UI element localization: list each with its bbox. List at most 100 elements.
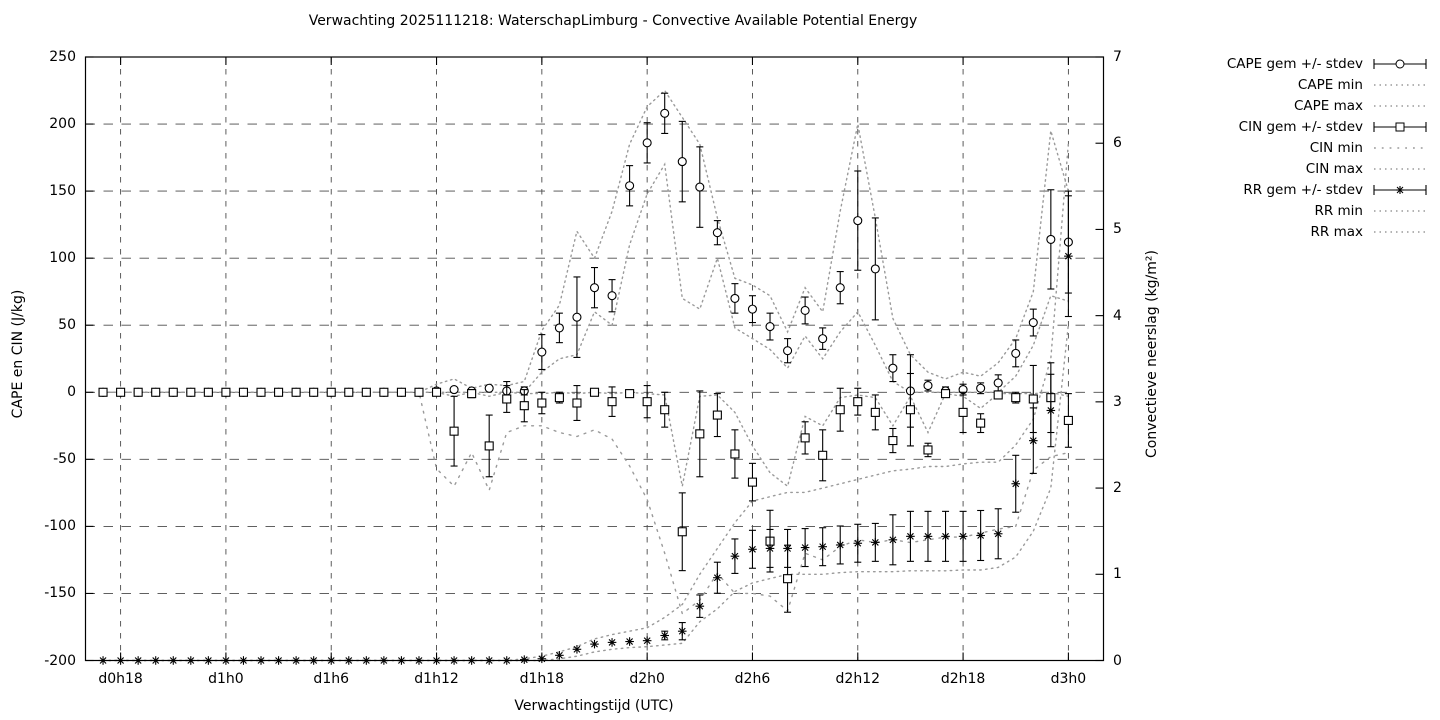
legend-key-square-icon (1373, 121, 1427, 132)
rr-marker (555, 651, 563, 659)
rr-marker (854, 539, 862, 547)
cape-marker (537, 347, 547, 357)
chart-title: Verwachting 2025111218: WaterschapLimbur… (308, 13, 918, 29)
cin-marker (133, 387, 143, 397)
cin-marker (502, 394, 512, 404)
cin-marker (1028, 394, 1038, 404)
cin-marker (572, 398, 582, 408)
legend-label: RR min (1314, 202, 1363, 219)
rr-marker (1029, 437, 1037, 445)
y-right-tick-label: 7 (1113, 49, 1122, 65)
rr-marker (573, 645, 581, 653)
y-left-tick-label: 0 (67, 384, 76, 401)
x-tick-label: d2h0 (629, 671, 665, 687)
legend-key-dotted-line-icon (1374, 104, 1426, 107)
cape-marker (993, 378, 1003, 388)
y-left-tick-label: 250 (49, 49, 76, 65)
rr-marker (889, 536, 897, 544)
legend-label: CAPE max (1293, 97, 1363, 114)
rr-marker (643, 637, 651, 645)
rr-marker (1047, 407, 1055, 414)
cin-marker (589, 387, 600, 397)
cin-marker (168, 387, 178, 397)
cin-marker (519, 401, 529, 411)
legend-key-dotted-line-icon (1374, 146, 1426, 149)
cape-min-line (102, 162, 1070, 393)
cin-marker (1011, 393, 1021, 403)
cin-marker (467, 389, 477, 399)
cin-marker (98, 387, 108, 397)
rr-marker (766, 544, 774, 552)
cin-marker (976, 418, 986, 428)
y-right-tick-label: 2 (1113, 480, 1122, 497)
cape-marker (870, 264, 880, 274)
cape-marker (660, 108, 670, 118)
cin-marker (431, 387, 442, 397)
cin-marker (291, 387, 301, 397)
cape-marker (765, 322, 775, 332)
y-right-tick-label: 1 (1113, 566, 1122, 583)
cape-marker (800, 305, 810, 316)
cin-marker (326, 387, 336, 397)
rr-marker (696, 602, 704, 610)
y-left-tick-label: 100 (49, 250, 76, 267)
cin-marker (396, 387, 406, 397)
cin-marker (747, 477, 758, 487)
rr-marker (1064, 252, 1072, 260)
cin-marker (958, 407, 968, 417)
rr-marker (520, 656, 528, 664)
rr-marker (661, 632, 669, 639)
cin-marker (712, 410, 722, 420)
cape-marker (818, 334, 828, 344)
legend-key-dotted-line-icon (1374, 167, 1426, 170)
cape-marker (1011, 348, 1021, 358)
cin-marker (116, 387, 126, 397)
y-right-tick-label: 0 (1113, 652, 1122, 669)
rr-min-line (102, 323, 1070, 662)
cin-marker (905, 405, 915, 415)
rr-marker (784, 544, 791, 552)
plot-border (84, 56, 1105, 662)
cin-marker (379, 387, 389, 397)
y-left-tick-label: 150 (49, 183, 76, 200)
cin-marker (783, 574, 793, 584)
rr-marker (819, 543, 827, 551)
legend-item: CIN max (1227, 158, 1428, 179)
legend-item: CIN gem +/- stdev (1227, 116, 1428, 137)
cape-marker (589, 283, 600, 293)
rr-marker (626, 638, 634, 645)
cin-marker (625, 389, 635, 399)
rr-marker (942, 532, 949, 540)
legend-key-asterisk-icon (1373, 184, 1427, 195)
cin-marker (870, 407, 880, 417)
cin-marker (853, 397, 863, 407)
cin-marker (274, 387, 284, 397)
legend-label: CIN max (1305, 160, 1363, 177)
cape-marker (712, 228, 722, 238)
cin-marker (1063, 415, 1073, 425)
x-tick-label: d2h6 (734, 671, 771, 687)
cape-marker (888, 363, 898, 373)
legend-label: CIN min (1309, 139, 1363, 156)
legend-label: RR max (1310, 223, 1363, 240)
cape-marker (642, 138, 652, 148)
rr-max-line (102, 142, 1070, 662)
cape-marker (572, 312, 582, 322)
cape-marker (1028, 317, 1038, 328)
legend-label: RR gem +/- stdev (1243, 181, 1363, 198)
cape-marker (923, 381, 933, 391)
legend-key-dotted-line-icon (1374, 83, 1426, 86)
legend-key-dotted-line-icon (1374, 230, 1426, 233)
cin-marker (554, 393, 564, 403)
rr-marker (924, 532, 932, 540)
cin-marker (818, 450, 828, 460)
x-tick-label: d3h0 (1050, 671, 1087, 687)
cin-marker (238, 387, 249, 397)
cin-marker (484, 441, 494, 451)
cin-marker (203, 387, 213, 397)
legend-item: CIN min (1227, 137, 1428, 158)
cape-marker (747, 304, 758, 314)
legend-item: RR gem +/- stdev (1227, 179, 1428, 200)
cin-marker (695, 429, 705, 439)
